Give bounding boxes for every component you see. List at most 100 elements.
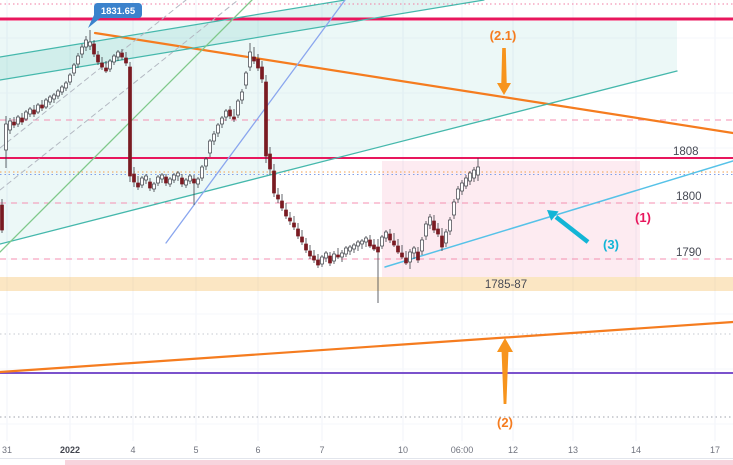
- candle-body: [92, 43, 96, 55]
- candle-body: [260, 66, 264, 80]
- down-arrow-icon[interactable]: [497, 48, 511, 95]
- up-arrow-icon[interactable]: [497, 338, 513, 404]
- x-axis-label[interactable]: 10: [398, 445, 408, 455]
- time-axis[interactable]: 31 2022 4 5 6 7 10 06:00 12 13 14 17: [2, 445, 720, 455]
- candle: [360, 239, 364, 249]
- candle-body: [396, 245, 400, 253]
- x-axis-label[interactable]: 13: [568, 445, 578, 455]
- cyan-arrow-head-icon[interactable]: [547, 210, 559, 221]
- price-levels-layer[interactable]: [0, 3, 733, 418]
- ascending-orange[interactable]: [0, 320, 733, 374]
- gray-dashed-b[interactable]: [0, 0, 239, 191]
- candle: [404, 251, 408, 265]
- candle-body: [444, 231, 448, 244]
- x-axis-label[interactable]: 4: [130, 445, 135, 455]
- x-axis-label[interactable]: 5: [193, 445, 198, 455]
- cyan-arrow-shaft[interactable]: [554, 215, 590, 244]
- candle: [176, 171, 180, 181]
- candle-body: [84, 39, 88, 48]
- candle-body: [120, 52, 124, 58]
- price-level-label-1800: 1800: [676, 191, 702, 203]
- teal-channel-lower[interactable]: [0, 0, 485, 81]
- candle: [104, 61, 108, 73]
- candle-body: [8, 120, 12, 131]
- candle-body: [32, 109, 36, 115]
- candle: [216, 123, 220, 137]
- candle-body: [364, 237, 368, 243]
- candle-body: [320, 256, 324, 265]
- candle-body: [76, 55, 80, 65]
- candle: [436, 223, 440, 237]
- candle-body: [264, 81, 268, 157]
- candle: [24, 110, 28, 121]
- candle-body: [304, 243, 308, 251]
- candle: [188, 174, 192, 184]
- candle-body: [124, 57, 128, 64]
- price-level-label-1808: 1808: [673, 146, 699, 158]
- cyan-arrow-annotation[interactable]: [547, 210, 590, 244]
- candle: [332, 251, 336, 264]
- candle-body: [312, 255, 316, 261]
- candle-body: [112, 55, 116, 63]
- candle-body: [244, 72, 248, 86]
- candle-body: [96, 54, 100, 63]
- candle-body: [308, 250, 312, 257]
- green-steep-line[interactable]: [0, 0, 253, 253]
- candle-body: [324, 252, 328, 259]
- x-axis-label[interactable]: 7: [319, 445, 324, 455]
- candle-body: [356, 241, 360, 247]
- teal-support-line[interactable]: [0, 70, 678, 245]
- x-axis-label[interactable]: 12: [508, 445, 518, 455]
- x-axis-label[interactable]: 31: [2, 445, 12, 455]
- candle: [48, 95, 52, 105]
- candle: [112, 54, 116, 65]
- candle: [52, 93, 56, 103]
- wave-label-2[interactable]: (2): [497, 415, 513, 430]
- trendlines-layer[interactable]: [0, 0, 733, 374]
- candle-body: [128, 66, 132, 177]
- x-axis-label[interactable]: 06:00: [451, 445, 474, 455]
- candle-body: [372, 244, 376, 250]
- price-callout[interactable]: 1831.65: [88, 3, 142, 28]
- candle: [76, 53, 80, 68]
- candle: [316, 254, 320, 268]
- up-arrow-annotation[interactable]: [497, 338, 513, 404]
- wave-label-3[interactable]: (3): [603, 237, 619, 252]
- candle: [72, 63, 76, 76]
- blue-steep-line[interactable]: [165, 0, 346, 244]
- candle-body: [408, 251, 412, 263]
- x-axis-label[interactable]: 17: [710, 445, 720, 455]
- candle: [448, 217, 452, 235]
- candle-body: [428, 216, 432, 226]
- cyan-wave3-line[interactable]: [384, 160, 733, 268]
- candle-body: [384, 231, 388, 239]
- teal-channel-upper[interactable]: [0, 0, 346, 58]
- price-callout-bubble: [94, 3, 142, 18]
- candle: [40, 100, 44, 111]
- x-axis-label[interactable]: 6: [255, 445, 260, 455]
- candle-body: [160, 174, 164, 180]
- candle-body: [200, 166, 204, 179]
- support-band-1785-87: [0, 277, 733, 291]
- candle: [36, 103, 40, 114]
- candle: [68, 73, 72, 85]
- gray-dashed-a[interactable]: [0, 0, 187, 149]
- down-arrow-annotation[interactable]: [497, 48, 511, 95]
- candle: [244, 71, 248, 89]
- candle-body: [476, 166, 480, 176]
- x-axis-label[interactable]: 2022: [60, 445, 80, 455]
- candle: [236, 99, 240, 118]
- x-axis-label[interactable]: 14: [631, 445, 641, 455]
- candle-body: [368, 239, 372, 247]
- candle-body: [292, 222, 296, 228]
- candle: [272, 164, 276, 197]
- candle-body: [336, 254, 340, 258]
- candle: [300, 230, 304, 245]
- wave-label-2-1[interactable]: (2.1): [490, 28, 517, 43]
- wave-label-1[interactable]: (1): [635, 210, 651, 225]
- descending-orange[interactable]: [93, 31, 733, 135]
- candle-body: [0, 204, 4, 231]
- candle-body: [216, 124, 220, 134]
- candle: [468, 171, 472, 185]
